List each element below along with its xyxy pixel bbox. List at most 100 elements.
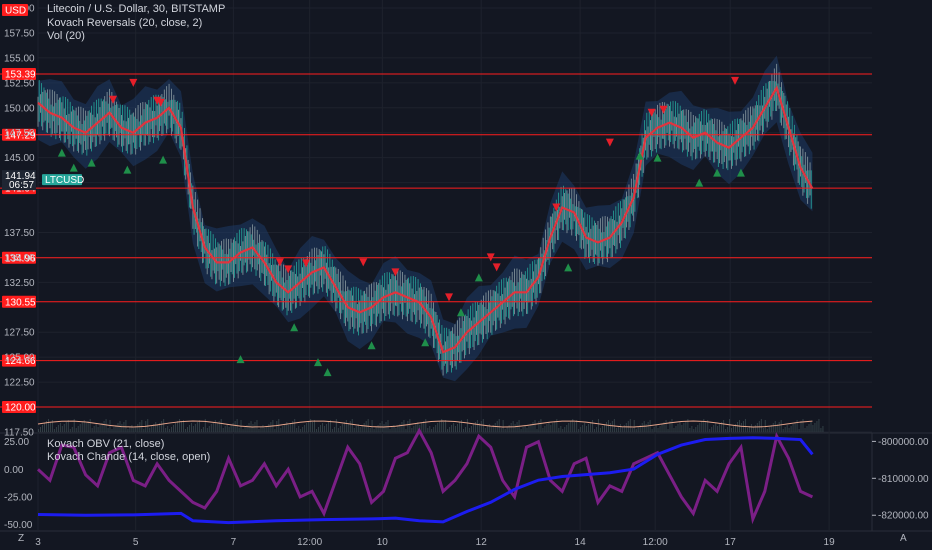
current-price-box: [2, 170, 36, 191]
volume-bar: [149, 428, 151, 432]
volume-bar: [323, 426, 325, 432]
reversal-up-marker: [87, 158, 96, 167]
volume-bar: [592, 420, 594, 432]
volume-bar: [67, 420, 69, 432]
volume-bar: [83, 420, 85, 432]
symbol-title[interactable]: Litecoin / U.S. Dollar, 30, BITSTAMP: [47, 3, 226, 15]
volume-bar: [451, 425, 453, 432]
volume-bar: [562, 429, 564, 432]
volume-bar: [208, 426, 210, 432]
currency-label-box: [2, 4, 28, 16]
volume-bar: [224, 426, 226, 432]
volume-bar: [550, 425, 552, 432]
volume-bar: [756, 423, 758, 432]
volume-bar: [715, 423, 717, 432]
price-axis-tick: 137.50: [4, 228, 35, 239]
volume-bar: [536, 429, 538, 432]
volume-bar: [655, 425, 657, 432]
volume-bar: [367, 419, 369, 432]
volume-bar: [141, 420, 143, 432]
volume-bar: [498, 419, 500, 432]
volume-bar: [399, 424, 401, 432]
volume-bar: [363, 423, 365, 432]
currency-label: USD: [5, 6, 26, 17]
volume-bar: [359, 427, 361, 432]
volume-bar: [764, 420, 766, 432]
volume-bar: [188, 425, 190, 432]
volume-bar: [554, 421, 556, 432]
auto-scale-button[interactable]: A: [900, 533, 907, 544]
volume-bar: [480, 421, 482, 432]
volume-bar: [131, 425, 133, 432]
volume-bar: [778, 422, 780, 432]
volume-bar: [109, 420, 111, 432]
volume-bar: [776, 424, 778, 432]
obv-axis-tick: -810000.00: [878, 474, 929, 485]
volume-bar: [190, 423, 192, 432]
level-price-label: 134.96: [5, 253, 36, 264]
volume-bar: [633, 420, 635, 432]
volume-bar: [693, 429, 695, 432]
timezone-button[interactable]: Z: [18, 533, 25, 544]
volume-bar: [387, 420, 389, 432]
volume-bar: [327, 422, 329, 432]
reversal-down-marker: [730, 76, 739, 85]
volume-bar: [800, 421, 802, 432]
chande-axis-tick: -25.00: [4, 492, 33, 503]
volume-bar: [312, 422, 314, 432]
current-price-value: 141.94: [5, 171, 36, 182]
volume-bar: [524, 425, 526, 432]
reversal-down-marker: [647, 108, 656, 117]
volume-bar: [194, 424, 196, 432]
time-axis-tick: 19: [824, 537, 836, 548]
volume-bar: [101, 423, 103, 432]
volume-bar: [558, 428, 560, 432]
volume-bar: [49, 422, 51, 432]
volume-bar: [175, 423, 177, 432]
volume-bar: [161, 421, 163, 432]
volume-bar: [802, 419, 804, 432]
volume-bar: [40, 427, 41, 432]
volume-bar: [576, 420, 578, 432]
volume-bar: [459, 422, 460, 432]
volume-bar: [129, 427, 131, 432]
volume-bar: [699, 423, 701, 432]
price-axis-tick: 127.50: [4, 328, 35, 339]
volume-bar: [234, 421, 236, 432]
indicator-kovach-obv[interactable]: Kovach OBV (21, close): [47, 438, 165, 450]
volume-bar: [665, 420, 667, 432]
volume-bar: [443, 422, 445, 432]
volume-bar: [212, 422, 214, 432]
indicator-kovach-reversals[interactable]: Kovach Reversals (20, close, 2): [47, 17, 203, 29]
volume-bar: [681, 425, 683, 432]
obv-axis-tick: -820000.00: [878, 511, 929, 522]
volume-bar: [474, 422, 476, 432]
volume-bar: [544, 426, 546, 432]
volume-bar: [288, 425, 290, 432]
volume-bar: [117, 423, 119, 432]
volume-bar: [325, 424, 327, 432]
volume-bar: [230, 425, 232, 432]
volume-bar: [653, 427, 655, 432]
indicator-kovach-chande[interactable]: Kovach Chande (14, close, open): [47, 451, 211, 463]
reversal-down-marker: [552, 203, 561, 212]
volume-bar: [685, 421, 687, 432]
volume-bar: [433, 427, 435, 432]
indicator-volume[interactable]: Vol (20): [47, 30, 85, 42]
volume-bar: [510, 423, 512, 432]
volume-bar: [192, 426, 194, 432]
moving-average-line: [37, 85, 814, 354]
volume-bar: [320, 425, 322, 432]
price-axis-tick: 147.50: [4, 128, 35, 139]
volume-bar: [750, 424, 752, 432]
reversal-down-marker: [605, 138, 614, 147]
volume-bar: [729, 419, 731, 432]
volume-bar: [695, 427, 697, 432]
volume-bar: [423, 421, 425, 432]
reversal-up-marker: [236, 355, 245, 364]
volume-bar: [75, 428, 77, 432]
volume-bar: [621, 427, 623, 432]
reversal-down-marker: [109, 95, 118, 104]
volume-bar: [135, 426, 137, 432]
